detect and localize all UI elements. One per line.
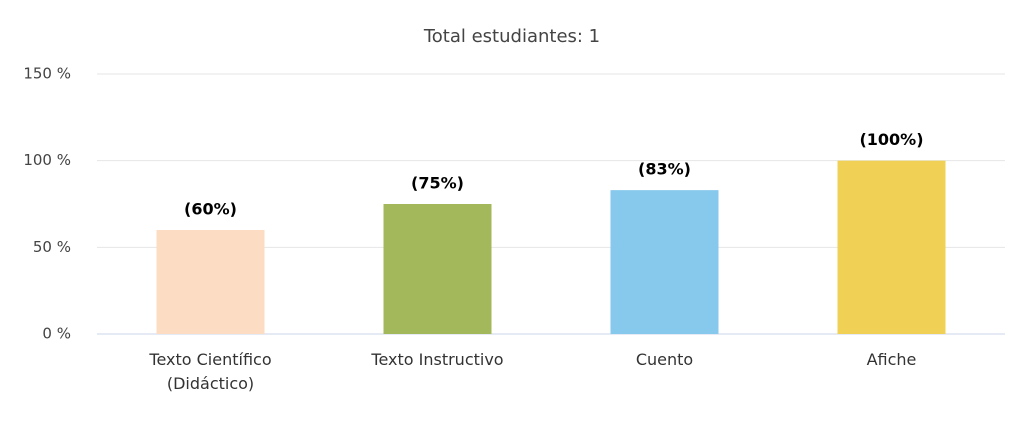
value-label: (75%) — [411, 174, 464, 193]
x-tick-label: Afiche — [866, 350, 917, 369]
y-tick-label: 100 % — [23, 151, 71, 169]
x-tick-label: Texto Instructivo — [371, 350, 504, 369]
x-tick-label: Cuento — [635, 350, 694, 369]
value-label: (100%) — [859, 130, 923, 149]
bar — [383, 204, 492, 334]
y-tick-label: 50 % — [33, 238, 71, 256]
chart-title: Total estudiantes: 1 — [423, 26, 600, 47]
bar — [610, 190, 719, 334]
bar — [837, 160, 946, 334]
bar — [156, 230, 265, 334]
x-tick-label: Texto Científico (Didáctico) — [149, 350, 272, 393]
y-tick-label: 0 % — [42, 325, 71, 343]
value-label: (83%) — [638, 160, 691, 179]
value-label: (60%) — [184, 200, 237, 219]
y-tick-label: 150 % — [23, 65, 71, 83]
